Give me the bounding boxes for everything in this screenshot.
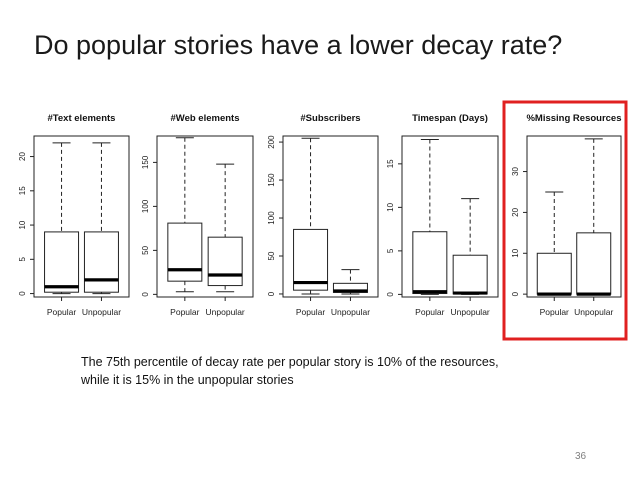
y-tick-label-3: 0: [267, 291, 276, 296]
page-number: 36: [575, 451, 587, 462]
y-tick-label-5: 20: [511, 207, 520, 216]
y-tick-label-5: 0: [511, 291, 520, 296]
x-tick-label-popular-2: Popular: [170, 307, 199, 317]
y-tick-label-2: 100: [141, 199, 150, 213]
caption-line-1: The 75th percentile of decay rate per po…: [81, 355, 499, 369]
x-tick-label-popular-5: Popular: [540, 307, 569, 317]
x-tick-label-popular-1: Popular: [47, 307, 76, 317]
panel-frame-1: [33, 135, 130, 298]
y-tick-label-3: 100: [267, 211, 276, 225]
y-tick-label-1: 10: [18, 220, 27, 229]
y-tick-label-4: 0: [386, 292, 395, 297]
x-tick-label-unpopular-4: Unpopular: [451, 307, 490, 317]
highlight-frame: [502, 100, 628, 341]
panel-title-2: #Web elements: [171, 113, 240, 124]
y-tick-label-3: 50: [267, 251, 276, 260]
panel-frame-2: [156, 135, 254, 298]
y-tick-label-3: 200: [267, 135, 276, 149]
panel-frame-3: [282, 135, 379, 298]
box-popular-5: [536, 252, 572, 295]
box-popular-4: [412, 231, 448, 295]
box-unpopular-4: [452, 254, 488, 295]
y-tick-label-4: 15: [386, 159, 395, 168]
box-unpopular-5: [576, 232, 612, 295]
slide-title: Do popular stories have a lower decay ra…: [34, 30, 563, 60]
y-tick-label-2: 50: [141, 245, 150, 254]
caption-line-2: while it is 15% in the unpopular stories: [81, 373, 294, 387]
y-tick-label-1: 20: [18, 152, 27, 161]
y-tick-label-5: 10: [511, 248, 520, 257]
box-popular-1: [44, 231, 80, 293]
y-tick-label-2: 0: [141, 292, 150, 297]
y-tick-label-2: 150: [141, 155, 150, 169]
y-tick-label-5: 30: [511, 167, 520, 176]
y-tick-label-1: 0: [18, 291, 27, 296]
y-tick-label-1: 15: [18, 186, 27, 195]
y-tick-label-4: 5: [386, 248, 395, 253]
box-unpopular-2: [207, 236, 243, 287]
y-tick-label-3: 150: [267, 173, 276, 187]
x-tick-label-popular-3: Popular: [296, 307, 325, 317]
box-popular-2: [167, 222, 203, 282]
x-tick-label-unpopular-1: Unpopular: [82, 307, 121, 317]
x-tick-label-unpopular-5: Unpopular: [574, 307, 613, 317]
panel-title-1: #Text elements: [48, 113, 116, 124]
panel-frame-5: [526, 135, 622, 298]
y-tick-label-4: 10: [386, 202, 395, 211]
panel-title-5: %Missing Resources: [526, 113, 621, 124]
panel-frame-4: [401, 135, 499, 298]
box-unpopular-1: [83, 231, 119, 293]
x-tick-label-popular-4: Popular: [415, 307, 444, 317]
box-popular-3: [293, 228, 329, 291]
panel-title-4: Timespan (Days): [412, 113, 488, 124]
y-tick-label-1: 5: [18, 257, 27, 262]
x-tick-label-unpopular-3: Unpopular: [331, 307, 370, 317]
x-tick-label-unpopular-2: Unpopular: [206, 307, 245, 317]
panel-title-3: #Subscribers: [300, 113, 360, 124]
caption: The 75th percentile of decay rate per po…: [81, 353, 499, 389]
